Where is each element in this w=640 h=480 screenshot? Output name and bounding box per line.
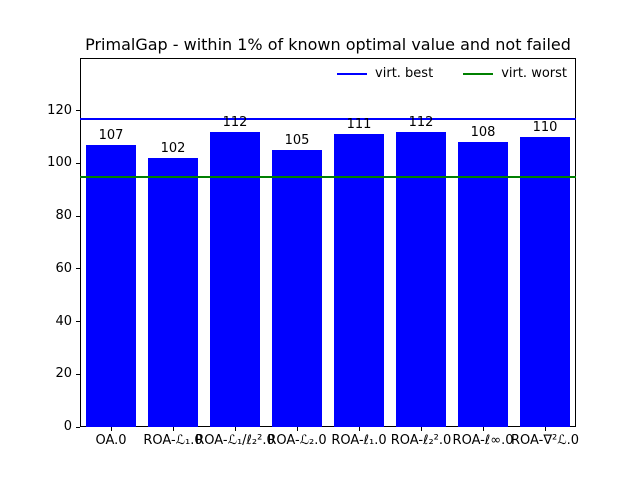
chart-title: PrimalGap - within 1% of known optimal v… bbox=[85, 35, 571, 54]
x-tick-mark bbox=[296, 427, 298, 431]
bar-value-label: 110 bbox=[532, 120, 558, 136]
reference-line-virt-worst bbox=[80, 175, 576, 178]
x-tick-mark bbox=[110, 427, 112, 431]
y-tick-label: 0 bbox=[63, 419, 72, 434]
y-tick-label: 20 bbox=[55, 366, 72, 382]
x-tick-mark bbox=[544, 427, 546, 431]
bar bbox=[148, 158, 198, 427]
legend: virt. best virt. worst bbox=[81, 66, 575, 81]
x-tick-mark bbox=[420, 427, 422, 431]
bar-value-label: 105 bbox=[284, 133, 310, 149]
x-tick-label: ROA-ℒ₁/ℓ₂².0 bbox=[195, 433, 275, 448]
legend-label-virt-worst: virt. worst bbox=[501, 66, 567, 81]
x-tick-mark bbox=[358, 427, 360, 431]
y-tick-label: 60 bbox=[55, 260, 72, 276]
reference-line-virt-best bbox=[80, 117, 576, 120]
y-tick-mark bbox=[76, 321, 80, 323]
x-tick-mark bbox=[482, 427, 484, 431]
y-tick-label: 80 bbox=[55, 208, 72, 224]
bar bbox=[210, 131, 260, 427]
legend-entry-virt-best: virt. best bbox=[337, 66, 433, 81]
x-tick-mark bbox=[172, 427, 174, 431]
y-tick-mark bbox=[76, 110, 80, 112]
bar-value-label: 112 bbox=[222, 114, 248, 130]
bar bbox=[334, 134, 384, 427]
y-tick-label: 120 bbox=[47, 102, 72, 118]
bar bbox=[520, 137, 570, 427]
y-tick-label: 40 bbox=[55, 313, 72, 329]
x-tick-mark bbox=[234, 427, 236, 431]
bar bbox=[458, 142, 508, 427]
x-tick-label: ROA-ℓ₂².0 bbox=[390, 433, 452, 448]
x-tick-label: ROA-ℓ₁.0 bbox=[331, 433, 387, 448]
x-tick-label: ROA-ℒ₁.0 bbox=[143, 433, 203, 448]
bar bbox=[86, 144, 136, 427]
y-tick-mark bbox=[76, 162, 80, 164]
x-tick-label: ROA-∇²ℒ.0 bbox=[510, 433, 580, 448]
y-tick-mark bbox=[76, 426, 80, 428]
bar-value-label: 112 bbox=[408, 114, 434, 130]
legend-entry-virt-worst: virt. worst bbox=[463, 66, 567, 81]
y-tick-mark bbox=[76, 373, 80, 375]
plot-area: virt. best virt. worst bbox=[80, 58, 576, 427]
virt-best-line-swatch-icon bbox=[337, 72, 368, 75]
bar bbox=[396, 131, 446, 427]
bar-value-label: 111 bbox=[346, 117, 372, 133]
y-tick-mark bbox=[76, 215, 80, 217]
x-tick-label: OA.0 bbox=[95, 433, 127, 448]
bar-value-label: 102 bbox=[160, 141, 186, 157]
x-tick-label: ROA-ℒ₂.0 bbox=[267, 433, 327, 448]
y-tick-mark bbox=[76, 268, 80, 270]
x-tick-label: ROA-ℓ∞.0 bbox=[452, 433, 514, 448]
virt-worst-line-swatch-icon bbox=[463, 72, 494, 75]
y-tick-label: 100 bbox=[47, 155, 72, 171]
legend-label-virt-best: virt. best bbox=[375, 66, 434, 81]
bar-value-label: 107 bbox=[98, 127, 124, 143]
bar bbox=[272, 150, 322, 427]
bar-value-label: 108 bbox=[470, 125, 496, 141]
